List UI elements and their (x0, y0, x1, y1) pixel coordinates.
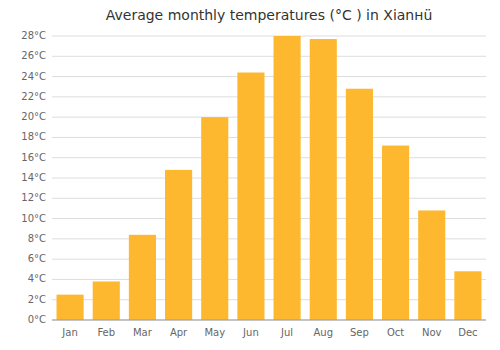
x-tick-label: Aug (313, 327, 333, 338)
y-tick-label: 16°C (21, 152, 46, 163)
bar (201, 117, 228, 320)
y-tick-label: 2°C (28, 294, 46, 305)
y-tick-label: 0°C (28, 314, 46, 325)
x-tick-labels: Jan Feb Mar Apr May Jun Jul Aug Sep Oct Nov Dec (61, 327, 477, 338)
x-tick-label: Oct (387, 327, 404, 338)
y-tick-label: 26°C (21, 50, 46, 61)
grid-line (52, 56, 486, 57)
bar (310, 39, 337, 320)
chart-title: Average monthly temperatures (°C ) in Xi… (106, 7, 433, 23)
x-tick-label: Mar (133, 327, 153, 338)
bar (237, 73, 264, 320)
bar (165, 170, 192, 320)
grid-line (52, 76, 486, 77)
bar (274, 36, 301, 320)
x-tick-label: Apr (170, 327, 188, 338)
grid-line (52, 320, 486, 321)
x-tick-label: Jul (280, 327, 293, 338)
bar (454, 271, 481, 320)
chart-container: Average monthly temperatures (°C ) in Xi… (0, 0, 500, 350)
y-tick-labels: 0°C 2°C 4°C 6°C 8°C 10°C 12°C 14°C 16°C 18°C 20°C 2… (21, 30, 46, 325)
bar (129, 235, 156, 320)
y-tick-label: 12°C (21, 192, 46, 203)
x-tick-label: May (204, 327, 225, 338)
bar (93, 281, 120, 320)
grid-line (52, 178, 486, 179)
chart-svg: Average monthly temperatures (°C ) in Xi… (0, 0, 500, 350)
x-tick-label: Jun (242, 327, 259, 338)
bars (57, 36, 482, 320)
grid-line (52, 198, 486, 199)
bar (346, 89, 373, 320)
grid-line (52, 117, 486, 118)
x-tick-label: Feb (97, 327, 115, 338)
y-tick-label: 20°C (21, 111, 46, 122)
y-tick-label: 8°C (28, 233, 46, 244)
grid-line (52, 157, 486, 158)
bar (57, 295, 84, 320)
x-tick-label: Dec (458, 327, 477, 338)
grid-line (52, 36, 486, 37)
y-tick-label: 6°C (28, 253, 46, 264)
y-tick-label: 22°C (21, 91, 46, 102)
y-tick-label: 4°C (28, 273, 46, 284)
y-tick-label: 24°C (21, 71, 46, 82)
bar (382, 146, 409, 320)
x-tick-label: Jan (61, 327, 77, 338)
y-grid (52, 36, 486, 320)
x-axis-line (52, 320, 486, 321)
grid-line (52, 137, 486, 138)
grid-line (52, 96, 486, 97)
y-tick-label: 18°C (21, 131, 46, 142)
x-tick-label: Sep (350, 327, 369, 338)
bar (418, 210, 445, 320)
y-tick-label: 14°C (21, 172, 46, 183)
x-tick-label: Nov (422, 327, 442, 338)
y-tick-label: 10°C (21, 213, 46, 224)
y-tick-label: 28°C (21, 30, 46, 41)
